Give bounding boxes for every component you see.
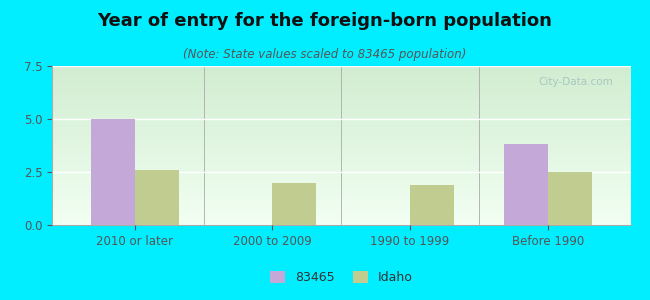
Text: (Note: State values scaled to 83465 population): (Note: State values scaled to 83465 popu… (183, 48, 467, 61)
Bar (90, 119, 135, 225)
Text: City-Data.com: City-Data.com (538, 77, 613, 87)
Bar (504, 144, 548, 225)
Text: Year of entry for the foreign-born population: Year of entry for the foreign-born popul… (98, 12, 552, 30)
Bar (410, 185, 454, 225)
Bar (135, 170, 179, 225)
Bar (272, 183, 317, 225)
Legend: 83465, Idaho: 83465, Idaho (265, 266, 418, 289)
Bar (548, 172, 592, 225)
